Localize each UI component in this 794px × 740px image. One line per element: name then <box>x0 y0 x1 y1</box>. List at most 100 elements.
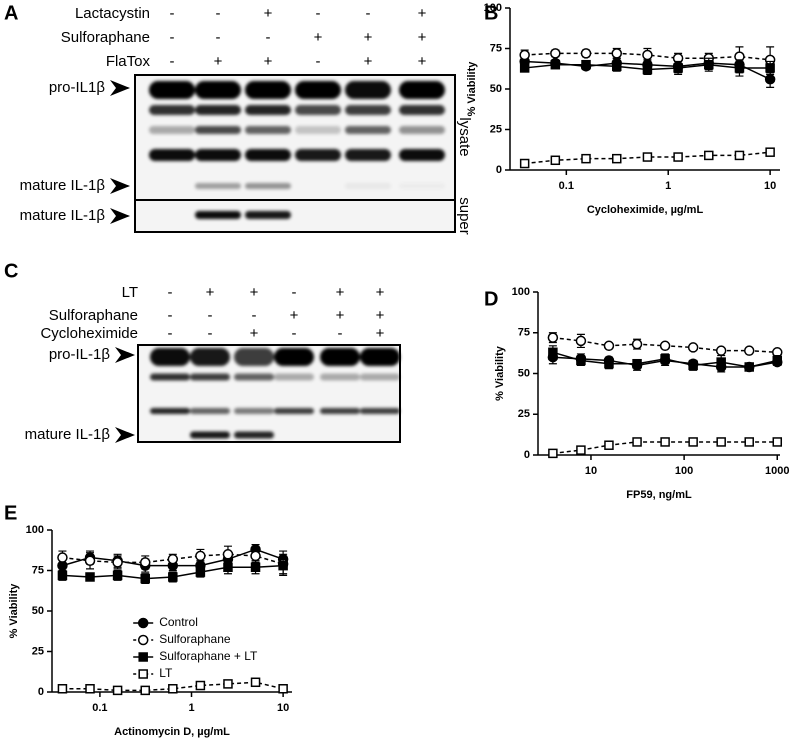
band <box>320 373 360 381</box>
y-axis-label: % Viability <box>466 61 478 117</box>
marker <box>580 48 592 59</box>
marker <box>772 355 783 366</box>
condition-label: Sulforaphane <box>61 29 150 46</box>
y-tick-label: 100 <box>26 524 44 536</box>
condition-label: LT <box>122 284 138 301</box>
condition-sign: + <box>264 53 273 70</box>
band <box>345 149 391 161</box>
marker <box>250 550 261 562</box>
marker <box>659 340 671 352</box>
marker <box>642 64 653 75</box>
marker <box>139 557 151 568</box>
marker <box>632 358 642 369</box>
marker <box>581 59 591 70</box>
band <box>245 149 291 161</box>
band <box>399 149 445 161</box>
condition-label: Cycloheximide <box>40 325 138 342</box>
legend-label: Sulforaphane <box>159 632 231 646</box>
band <box>274 373 314 381</box>
blot-bands <box>149 81 445 219</box>
marker <box>612 61 622 72</box>
panel-letter: A <box>4 2 18 24</box>
band <box>195 105 241 115</box>
condition-sign: - <box>216 5 221 22</box>
condition-sign: - <box>216 29 221 46</box>
marker <box>604 440 614 450</box>
marker <box>278 560 288 571</box>
panel-letter: C <box>4 260 18 282</box>
arrow <box>115 427 135 443</box>
condition-sign: + <box>418 53 427 70</box>
condition-sign: + <box>214 53 223 70</box>
band <box>195 81 241 99</box>
condition-sign: + <box>290 307 299 324</box>
condition-sign: - <box>170 29 175 46</box>
marker <box>642 152 653 162</box>
series-line <box>62 681 284 692</box>
y-tick-label: 50 <box>490 83 502 95</box>
marker <box>765 63 775 73</box>
marker <box>673 152 683 162</box>
y-axis-label: % Viability <box>494 345 506 401</box>
blot-bands <box>150 348 400 439</box>
condition-sign: + <box>376 307 385 324</box>
band <box>234 431 274 439</box>
marker <box>250 677 261 688</box>
condition-sign: + <box>250 284 259 301</box>
marker <box>716 437 726 447</box>
band <box>295 105 341 115</box>
y-tick-label: 75 <box>490 42 502 54</box>
band <box>295 126 341 134</box>
series-line <box>524 151 771 165</box>
band <box>234 348 274 366</box>
x-axis-label: FP59, ng/mL <box>626 489 692 501</box>
band <box>274 408 314 414</box>
y-tick-label: 75 <box>32 564 44 576</box>
marker <box>743 345 755 356</box>
condition-sign: - <box>316 53 321 70</box>
band <box>320 348 360 366</box>
marker <box>660 354 670 364</box>
condition-sign: - <box>266 29 271 46</box>
condition-sign: + <box>376 284 385 301</box>
band <box>360 408 400 414</box>
band-label: mature IL-1β <box>25 426 111 443</box>
marker <box>687 342 699 353</box>
marker <box>140 573 150 584</box>
marker <box>548 448 558 459</box>
condition-sign: + <box>264 5 273 22</box>
marker <box>85 572 95 582</box>
marker <box>612 153 622 164</box>
band <box>245 183 291 189</box>
fraction-label: lysate <box>456 117 473 156</box>
band <box>234 373 274 381</box>
band <box>320 408 360 414</box>
y-tick-label: 25 <box>490 123 502 135</box>
marker <box>167 553 179 565</box>
marker <box>715 345 727 356</box>
band <box>149 105 195 115</box>
x-tick-label: 0.1 <box>92 702 107 714</box>
marker <box>603 340 615 352</box>
band <box>195 211 241 219</box>
marker <box>168 572 178 582</box>
y-tick-label: 25 <box>32 645 44 657</box>
condition-sign: - <box>208 325 213 342</box>
marker <box>195 680 206 691</box>
marker <box>631 338 643 350</box>
y-tick-label: 50 <box>518 367 530 379</box>
legend-marker <box>137 617 149 629</box>
y-tick-label: 100 <box>512 286 530 298</box>
marker <box>57 552 68 563</box>
condition-sign: - <box>316 5 321 22</box>
y-tick-label: 0 <box>496 164 502 176</box>
x-tick-label: 0.1 <box>559 180 574 192</box>
condition-sign: - <box>338 325 343 342</box>
marker <box>84 555 96 567</box>
y-axis-label: % Viability <box>8 583 20 639</box>
condition-sign: - <box>168 284 173 301</box>
condition-sign: + <box>336 284 345 301</box>
band <box>245 81 291 99</box>
marker <box>764 74 776 85</box>
marker <box>278 684 288 694</box>
